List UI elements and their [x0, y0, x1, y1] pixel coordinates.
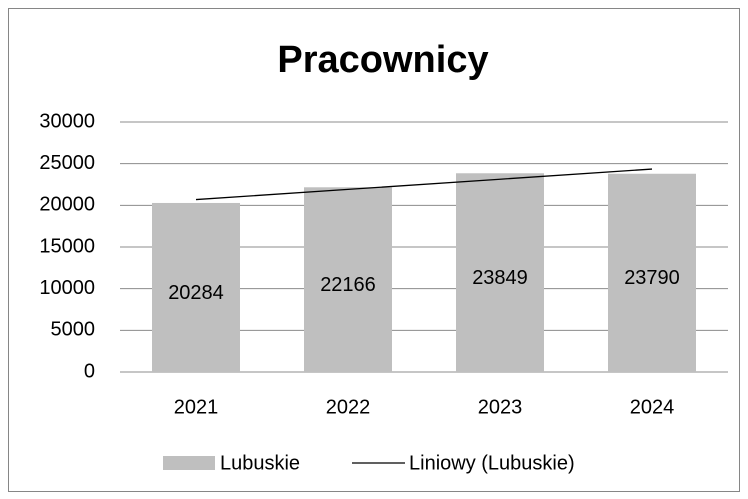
y-tick-label: 20000 — [39, 194, 95, 216]
data-label: 23849 — [472, 267, 528, 289]
y-tick-label: 10000 — [39, 277, 95, 299]
legend-label: Liniowy (Lubuskie) — [409, 452, 575, 474]
data-label: 20284 — [168, 282, 224, 304]
trendline — [195, 168, 653, 201]
data-label: 22166 — [320, 274, 376, 296]
x-tick-label: 2023 — [478, 396, 523, 418]
y-tick-label: 0 — [84, 360, 95, 382]
bar — [152, 202, 240, 372]
x-tick-label: 2021 — [174, 396, 219, 418]
y-tick-label: 5000 — [51, 319, 96, 341]
bar — [608, 173, 696, 372]
data-label: 23790 — [624, 267, 680, 289]
y-tick-label: 15000 — [39, 235, 95, 257]
bar — [304, 187, 392, 372]
x-tick-label: 2022 — [326, 396, 371, 418]
x-tick-label: 2024 — [630, 396, 675, 418]
y-tick-label: 25000 — [39, 152, 95, 174]
bar — [456, 173, 544, 372]
legend-swatch — [163, 456, 215, 470]
legend-label: Lubuskie — [220, 452, 300, 474]
chart-title: Pracownicy — [277, 39, 488, 81]
y-tick-label: 30000 — [39, 110, 95, 132]
